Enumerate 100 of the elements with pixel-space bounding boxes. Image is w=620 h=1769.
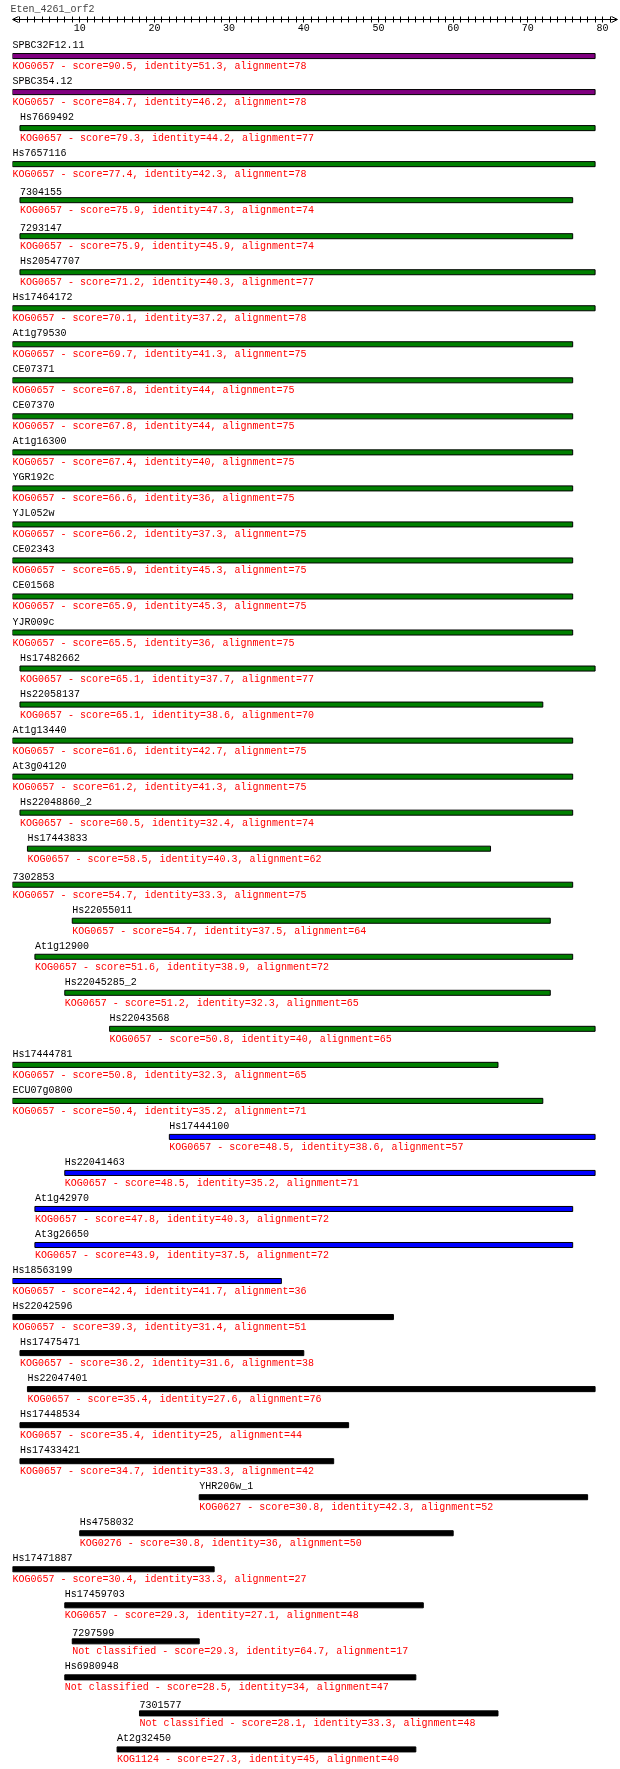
y-tick-label: Hs7657116	[12, 148, 67, 160]
data-label: KOG0657 - score=51.6, identity=38.9, alignment=72	[34, 961, 329, 973]
y-tick-label: Hs17459703	[64, 1589, 125, 1601]
y-tick-label: Hs17448534	[19, 1409, 80, 1421]
bar	[12, 521, 574, 528]
bar	[12, 377, 574, 384]
data-label: KOG0657 - score=70.1, identity=37.2, alignment=78	[12, 313, 307, 325]
x-tick-label: 80	[596, 23, 609, 35]
data-label: KOG0657 - score=39.3, identity=31.4, alignment=51	[12, 1322, 307, 1334]
data-label: KOG0657 - score=65.1, identity=37.7, alignment=77	[19, 673, 315, 685]
y-tick-label: At1g12900	[34, 940, 89, 952]
bar	[12, 1278, 282, 1285]
y-tick-label: At3g04120	[12, 760, 67, 772]
y-tick-label: Hs22048860_2	[19, 796, 92, 808]
y-tick-label: Hs22045285_2	[64, 976, 137, 988]
data-label: KOG0657 - score=54.7, identity=33.3, alignment=75	[12, 889, 307, 901]
data-label: Not classified - score=28.1, identity=33.3, alignment=48	[139, 1718, 476, 1730]
data-label: KOG0657 - score=75.9, identity=47.3, alignment=74	[19, 205, 315, 217]
data-label: KOG0657 - score=79.3, identity=44.2, alignment=77	[19, 133, 315, 145]
bar	[12, 89, 596, 96]
y-tick-label: 7293147	[19, 223, 62, 235]
data-label: KOG0657 - score=50.8, identity=32.3, alignment=65	[12, 1069, 307, 1081]
bar	[64, 1674, 417, 1681]
y-tick-label: Hs17475471	[19, 1337, 80, 1349]
y-tick-label: YHR206w_1	[199, 1481, 254, 1493]
bar	[26, 845, 492, 852]
y-tick-label: Hs17444100	[169, 1120, 230, 1132]
data-label: KOG0657 - score=61.6, identity=42.7, alignment=75	[12, 745, 307, 757]
y-tick-label: Hs17471887	[12, 1553, 73, 1565]
data-label: KOG0657 - score=30.4, identity=33.3, alignment=27	[12, 1574, 307, 1586]
y-tick-label: At2g32450	[117, 1733, 172, 1745]
data-label: KOG0657 - score=65.1, identity=38.6, alignment=70	[19, 709, 315, 721]
y-tick-label: Hs22043568	[109, 1012, 170, 1024]
data-label: KOG0657 - score=50.8, identity=40, alignment=65	[109, 1033, 392, 1045]
bar	[19, 1458, 335, 1465]
bar	[12, 413, 574, 420]
y-tick-label: Hs22042596	[12, 1301, 73, 1313]
data-label: KOG0657 - score=71.2, identity=40.3, alignment=77	[19, 277, 315, 289]
bar	[12, 1314, 394, 1321]
y-tick-label: Hs17444781	[12, 1048, 73, 1060]
y-tick-label: Hs22055011	[72, 904, 133, 916]
data-label: KOG0657 - score=51.2, identity=32.3, alignment=65	[64, 997, 359, 1009]
y-tick-label: 7302853	[12, 871, 55, 883]
data-label: KOG0627 - score=30.8, identity=42.3, alignment=52	[199, 1502, 494, 1514]
data-label: KOG0657 - score=75.9, identity=45.9, alignment=74	[19, 241, 315, 253]
data-label: KOG0657 - score=35.4, identity=27.6, alignment=76	[27, 1394, 322, 1406]
y-tick-label: 7301577	[139, 1700, 182, 1712]
chart-title: Eten_4261_orf2	[10, 3, 95, 15]
data-label: KOG0657 - score=61.2, identity=41.3, alignment=75	[12, 781, 307, 793]
data-label: Not classified - score=29.3, identity=64.7, alignment=17	[72, 1646, 409, 1658]
bar	[79, 1530, 454, 1537]
y-tick-label: Hs17433421	[19, 1445, 80, 1457]
y-tick-label: ECU07g0800	[12, 1084, 73, 1096]
y-tick-label: Hs17464172	[12, 292, 73, 304]
bar	[19, 269, 596, 276]
y-tick-label: At3g26650	[34, 1229, 89, 1241]
x-tick-label: 40	[297, 23, 310, 35]
data-label: KOG0657 - score=65.9, identity=45.3, alignment=75	[12, 565, 307, 577]
bar	[138, 1710, 499, 1717]
y-tick-label: At1g42970	[34, 1192, 89, 1204]
y-tick-label: Hs6980948	[64, 1661, 119, 1673]
y-tick-label: At1g16300	[12, 436, 67, 448]
data-label: KOG0657 - score=84.7, identity=46.2, alignment=78	[12, 97, 307, 109]
data-label: KOG0657 - score=66.2, identity=37.3, alignment=75	[12, 529, 307, 541]
bar	[116, 1746, 417, 1753]
y-tick-label: Hs20547707	[19, 256, 80, 268]
x-tick-label: 30	[223, 23, 236, 35]
bar	[34, 1241, 574, 1249]
data-label: KOG0657 - score=34.7, identity=33.3, alignment=42	[19, 1466, 315, 1478]
bar	[12, 593, 574, 600]
y-tick-label: CE07370	[12, 400, 55, 412]
bar	[12, 485, 574, 492]
data-label: KOG0657 - score=36.2, identity=31.6, alignment=38	[19, 1358, 315, 1370]
y-tick-label: 7297599	[72, 1628, 115, 1640]
data-label: KOG0657 - score=43.9, identity=37.5, alignment=72	[34, 1250, 329, 1262]
data-label: KOG0657 - score=42.4, identity=41.7, alignment=36	[12, 1286, 307, 1298]
data-label: KOG0657 - score=77.4, identity=42.3, alignment=78	[12, 169, 307, 181]
data-label: KOG1124 - score=27.3, identity=45, alignment=40	[117, 1754, 400, 1766]
bar	[12, 1097, 544, 1104]
y-tick-label: CE07371	[12, 364, 55, 376]
data-label: KOG0657 - score=48.5, identity=35.2, alignment=71	[64, 1177, 359, 1189]
data-label: KOG0276 - score=30.8, identity=36, alignment=50	[79, 1538, 362, 1550]
bar	[64, 1602, 424, 1609]
data-label: KOG0657 - score=50.4, identity=35.2, alignment=71	[12, 1105, 307, 1117]
bar	[12, 53, 596, 60]
data-label: KOG0657 - score=48.5, identity=38.6, alignment=57	[169, 1141, 464, 1153]
y-tick-label: CE02343	[12, 544, 55, 556]
data-label: KOG0657 - score=90.5, identity=51.3, alignment=78	[12, 61, 307, 73]
bar	[12, 737, 574, 744]
bar	[34, 953, 574, 960]
bar	[64, 1169, 596, 1176]
x-tick-label: 10	[73, 23, 86, 35]
bar	[34, 1205, 574, 1212]
y-tick-label: SPBC32F12.11	[12, 40, 85, 52]
bar	[19, 233, 574, 240]
bar	[19, 1422, 350, 1429]
y-tick-label: YGR192c	[12, 472, 55, 484]
data-label: KOG0657 - score=47.8, identity=40.3, alignment=72	[34, 1213, 329, 1225]
y-tick-label: At1g79530	[12, 328, 67, 340]
bar	[12, 161, 596, 168]
